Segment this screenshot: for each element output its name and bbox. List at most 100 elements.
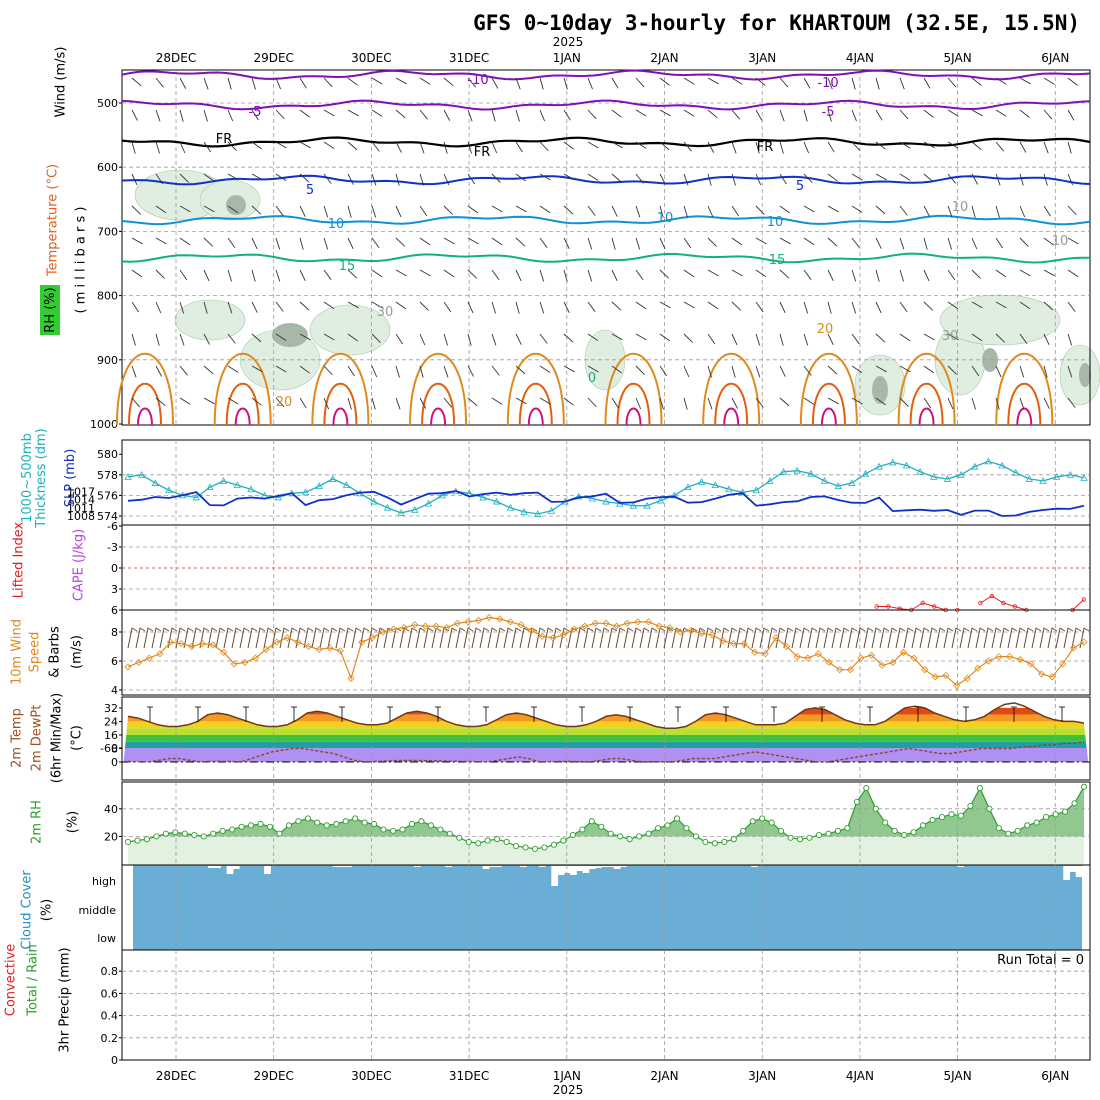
slp-axis-label: SLP (mb) — [63, 449, 78, 508]
wind-speed-point — [389, 625, 398, 633]
wind-barb — [635, 205, 641, 218]
rh-point — [787, 834, 794, 841]
contour-label: 15 — [769, 253, 786, 268]
slp-tick-label: 1011 — [67, 502, 95, 515]
wind-barb — [1067, 109, 1075, 121]
wind-speed-point — [644, 618, 653, 626]
thickness-point — [684, 483, 692, 491]
wind-barb — [779, 141, 784, 154]
wind-barb — [611, 333, 623, 341]
wind-barb — [1019, 205, 1026, 218]
rh-point — [494, 836, 501, 843]
wind-barb — [803, 109, 808, 122]
wind-speed-point — [474, 616, 483, 624]
rh-point — [588, 818, 595, 825]
surface-wind-barb-flag — [627, 627, 634, 632]
lifted-index-tick-label: 0 — [111, 562, 118, 575]
wind-barb — [707, 269, 719, 277]
high-cloud-gap — [207, 866, 215, 868]
thickness-point — [438, 491, 446, 499]
wind-barb — [563, 77, 568, 90]
pressure-tick-label: 900 — [97, 354, 118, 367]
wind-speed-point — [1069, 644, 1077, 652]
wind-barb — [707, 77, 719, 85]
wind-barb — [347, 301, 359, 309]
thickness-point — [602, 497, 610, 505]
surface-wind-barb — [671, 627, 677, 649]
wind-barb — [179, 77, 187, 89]
surface-wind-barb — [151, 627, 157, 649]
wind-barb — [851, 269, 857, 282]
wind-barb — [563, 333, 574, 343]
precip-tick-label: 0.4 — [101, 1010, 119, 1023]
ylabel-line: Temperature (°C) — [45, 164, 60, 277]
surface-wind-barb — [471, 627, 477, 649]
contour-label: FR — [757, 140, 774, 155]
surface-wind-barb-flag — [1027, 627, 1034, 632]
thickness-point — [916, 467, 924, 475]
wind-barb — [803, 301, 809, 314]
thickness-point — [793, 466, 801, 474]
surface-wind-barb — [311, 627, 317, 649]
wind-barb — [395, 365, 400, 378]
rh-point — [352, 815, 359, 822]
wind-speed-point — [326, 644, 334, 652]
wind-barb — [947, 269, 956, 281]
wind-barb — [683, 77, 695, 85]
contour-label: 20 — [276, 395, 293, 410]
wind-barb — [731, 365, 736, 378]
wind-barb — [251, 269, 256, 282]
wind-barb — [587, 77, 593, 90]
rh-point — [740, 827, 747, 834]
surface-wind-barb — [575, 627, 581, 649]
high-cloud-gap — [957, 866, 964, 867]
wind-barb — [827, 333, 834, 345]
wind-barb — [731, 205, 740, 217]
temperature-30c-contour — [820, 407, 837, 426]
thickness-point — [971, 462, 979, 470]
surface-wind-barb-flag — [411, 627, 418, 632]
wind-barb — [659, 301, 671, 309]
wind-barb — [371, 365, 378, 378]
surface-wind-barb-flag — [843, 627, 850, 632]
surface-wind-barb — [559, 627, 565, 649]
temperature-25c-contour — [811, 382, 846, 426]
temperature-25c-contour — [128, 382, 162, 426]
rh-point — [266, 823, 274, 830]
wind-barb — [275, 77, 282, 90]
wind-barb — [131, 269, 143, 278]
wind-barb — [419, 109, 428, 120]
wind-barb — [395, 109, 406, 119]
date-tick-label: 30DEC — [351, 51, 391, 65]
wind-barb — [371, 269, 383, 278]
wind-barb — [899, 141, 911, 149]
high-cloud-gap — [482, 866, 490, 869]
surface-wind-barb — [535, 627, 541, 649]
contour-label: 20 — [817, 322, 834, 337]
rh-point — [730, 836, 737, 843]
ylabel-line: Speed — [27, 632, 42, 673]
surface-wind-barb — [239, 627, 245, 649]
wind-speed-point — [432, 622, 440, 630]
wind-barb — [851, 333, 860, 344]
wind-barb — [923, 269, 930, 282]
surface-wind-barb-flag — [355, 627, 362, 632]
wind-barb — [539, 365, 551, 373]
precip-tick-label: 0 — [111, 1054, 118, 1067]
thickness-point — [875, 462, 883, 470]
surface-wind-barb-flag — [803, 627, 810, 632]
wind-barb — [683, 333, 693, 343]
wind-barb — [347, 141, 358, 151]
wind-barb — [731, 301, 742, 311]
surface-wind-barb — [687, 627, 693, 649]
high-cloud-gap — [520, 866, 527, 867]
wind-barb — [1067, 365, 1073, 378]
wind-barb — [659, 173, 666, 185]
surface-wind-barb-flag — [987, 627, 994, 632]
wind-barb — [467, 237, 479, 245]
wind-barb — [179, 333, 185, 346]
surface-wind-barb-flag — [971, 627, 978, 632]
surface-wind-barb — [415, 627, 421, 649]
wind-barb — [1043, 109, 1053, 120]
surface-wind-barb — [663, 627, 669, 649]
